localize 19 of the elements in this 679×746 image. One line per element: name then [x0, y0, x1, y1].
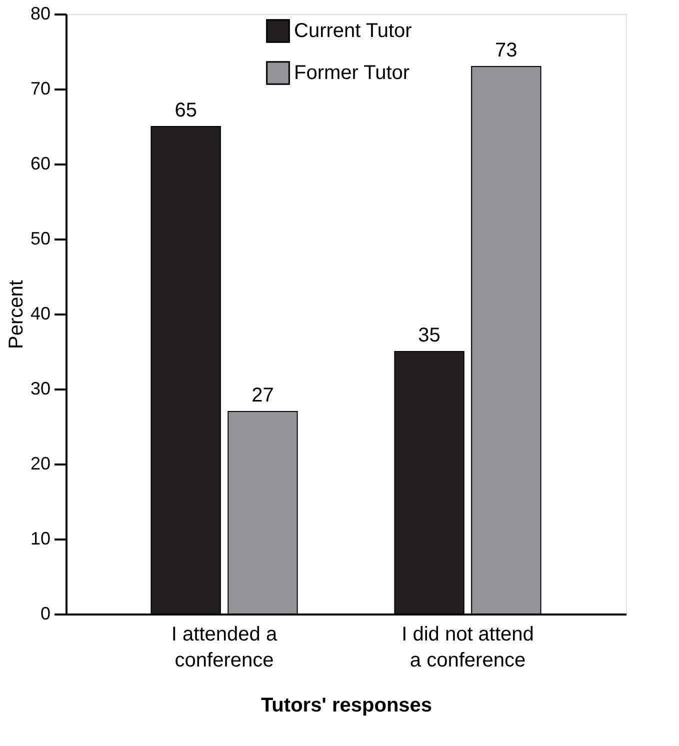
y-tick-label: 10 — [30, 528, 50, 548]
legend-label: Former Tutor — [294, 62, 410, 84]
x-axis-title: Tutors' responses — [260, 694, 432, 716]
x-tick-label: I did not attend a conference — [402, 624, 534, 672]
y-tick-label: 70 — [30, 78, 50, 98]
y-tick-label: 80 — [30, 4, 50, 24]
data-label: 73 — [495, 40, 518, 62]
data-label: 35 — [418, 324, 440, 346]
legend-label: Current Tutor — [294, 20, 412, 42]
x-tick-label: I attended a conference — [171, 624, 278, 672]
y-tick-label: 60 — [30, 154, 50, 174]
data-label: 65 — [174, 100, 197, 122]
y-tick-label: 40 — [30, 304, 50, 324]
data-label: 27 — [252, 384, 274, 406]
y-tick-label: 30 — [30, 378, 50, 398]
y-tick-label: 50 — [30, 228, 50, 248]
y-tick-label: 20 — [30, 454, 50, 474]
y-tick-label: 0 — [40, 604, 50, 624]
y-axis-title: Percent — [5, 280, 28, 349]
